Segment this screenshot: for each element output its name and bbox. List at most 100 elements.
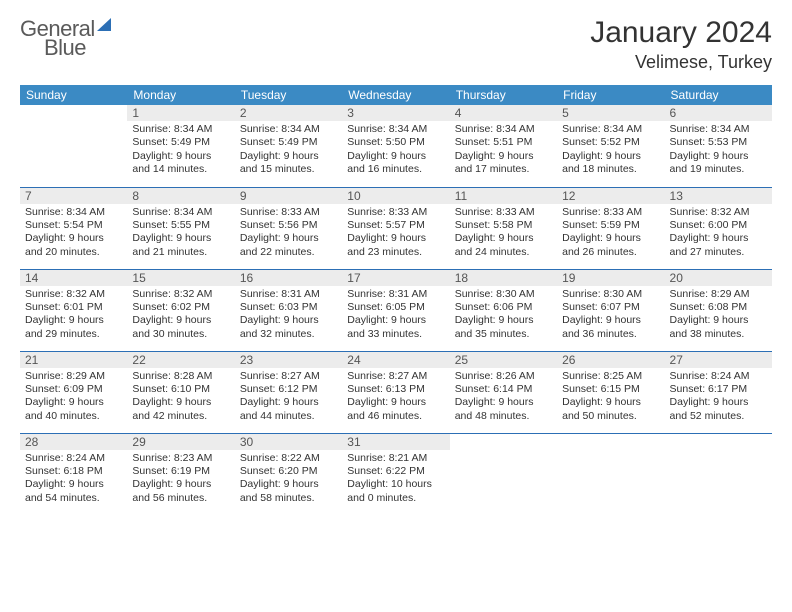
day-detail-line: Sunrise: 8:33 AM [562,206,659,219]
calendar-day-cell: 20Sunrise: 8:29 AMSunset: 6:08 PMDayligh… [665,269,772,351]
day-number: 14 [20,270,127,286]
day-detail-line: and 38 minutes. [670,328,767,341]
day-detail-line: Sunrise: 8:30 AM [562,288,659,301]
day-detail-line: and 14 minutes. [132,163,229,176]
day-details: Sunrise: 8:28 AMSunset: 6:10 PMDaylight:… [127,368,234,428]
day-details: Sunrise: 8:21 AMSunset: 6:22 PMDaylight:… [342,450,449,510]
weekday-header: Thursday [450,85,557,105]
day-detail-line: Daylight: 9 hours [562,150,659,163]
weekday-header: Tuesday [235,85,342,105]
day-detail-line: Sunset: 6:02 PM [132,301,229,314]
calendar-day-cell: 28Sunrise: 8:24 AMSunset: 6:18 PMDayligh… [20,433,127,515]
day-detail-line: and 35 minutes. [455,328,552,341]
brand-logo: General Blue [20,18,117,59]
day-details: Sunrise: 8:30 AMSunset: 6:06 PMDaylight:… [450,286,557,346]
logo-sail-icon [97,18,117,39]
calendar-week-row: 28Sunrise: 8:24 AMSunset: 6:18 PMDayligh… [20,433,772,515]
day-number: 5 [557,105,664,121]
day-detail-line: Daylight: 9 hours [25,314,122,327]
day-number: 20 [665,270,772,286]
day-detail-line: and 58 minutes. [240,492,337,505]
day-number: 28 [20,434,127,450]
day-detail-line: Sunrise: 8:29 AM [25,370,122,383]
day-details: Sunrise: 8:27 AMSunset: 6:12 PMDaylight:… [235,368,342,428]
day-details: Sunrise: 8:34 AMSunset: 5:49 PMDaylight:… [235,121,342,181]
day-number: 15 [127,270,234,286]
day-detail-line: Sunset: 6:19 PM [132,465,229,478]
day-details: Sunrise: 8:34 AMSunset: 5:53 PMDaylight:… [665,121,772,181]
calendar-day-cell: 30Sunrise: 8:22 AMSunset: 6:20 PMDayligh… [235,433,342,515]
day-detail-line: Sunrise: 8:30 AM [455,288,552,301]
day-detail-line: and 15 minutes. [240,163,337,176]
day-number: 30 [235,434,342,450]
day-detail-line: and 48 minutes. [455,410,552,423]
day-detail-line: Sunrise: 8:34 AM [132,206,229,219]
day-detail-line: Sunrise: 8:25 AM [562,370,659,383]
day-details: Sunrise: 8:34 AMSunset: 5:50 PMDaylight:… [342,121,449,181]
day-detail-line: and 16 minutes. [347,163,444,176]
day-detail-line: and 20 minutes. [25,246,122,259]
day-details: Sunrise: 8:22 AMSunset: 6:20 PMDaylight:… [235,450,342,510]
day-details: Sunrise: 8:32 AMSunset: 6:02 PMDaylight:… [127,286,234,346]
day-detail-line: Sunset: 5:56 PM [240,219,337,232]
month-title: January 2024 [590,18,772,48]
calendar-day-cell: 2Sunrise: 8:34 AMSunset: 5:49 PMDaylight… [235,105,342,187]
weekday-header: Saturday [665,85,772,105]
weekday-header: Sunday [20,85,127,105]
day-detail-line: Daylight: 9 hours [670,314,767,327]
day-detail-line: Daylight: 9 hours [240,396,337,409]
calendar-day-cell [20,105,127,187]
calendar-day-cell: 21Sunrise: 8:29 AMSunset: 6:09 PMDayligh… [20,351,127,433]
calendar-day-cell [557,433,664,515]
day-detail-line: Sunrise: 8:22 AM [240,452,337,465]
day-detail-line: Daylight: 9 hours [670,150,767,163]
day-detail-line: Sunset: 5:55 PM [132,219,229,232]
day-number: 19 [557,270,664,286]
day-detail-line: Sunrise: 8:31 AM [347,288,444,301]
day-detail-line: and 0 minutes. [347,492,444,505]
day-detail-line: and 30 minutes. [132,328,229,341]
day-detail-line: Daylight: 9 hours [670,232,767,245]
calendar-day-cell: 8Sunrise: 8:34 AMSunset: 5:55 PMDaylight… [127,187,234,269]
day-detail-line: Sunset: 6:01 PM [25,301,122,314]
day-detail-line: Daylight: 9 hours [240,314,337,327]
day-detail-line: Sunset: 6:03 PM [240,301,337,314]
day-details: Sunrise: 8:31 AMSunset: 6:03 PMDaylight:… [235,286,342,346]
calendar-day-cell: 14Sunrise: 8:32 AMSunset: 6:01 PMDayligh… [20,269,127,351]
day-details: Sunrise: 8:23 AMSunset: 6:19 PMDaylight:… [127,450,234,510]
day-detail-line: Sunset: 5:52 PM [562,136,659,149]
day-detail-line: and 42 minutes. [132,410,229,423]
day-number: 27 [665,352,772,368]
day-number: 25 [450,352,557,368]
day-detail-line: Daylight: 9 hours [240,150,337,163]
calendar-week-row: 14Sunrise: 8:32 AMSunset: 6:01 PMDayligh… [20,269,772,351]
day-detail-line: Sunrise: 8:27 AM [240,370,337,383]
day-details: Sunrise: 8:31 AMSunset: 6:05 PMDaylight:… [342,286,449,346]
day-detail-line: Sunrise: 8:27 AM [347,370,444,383]
day-detail-line: and 29 minutes. [25,328,122,341]
day-number: 4 [450,105,557,121]
calendar-page: General Blue January 2024 Velimese, Turk… [0,0,792,525]
calendar-week-row: 7Sunrise: 8:34 AMSunset: 5:54 PMDaylight… [20,187,772,269]
day-detail-line: Sunset: 6:15 PM [562,383,659,396]
calendar-day-cell: 13Sunrise: 8:32 AMSunset: 6:00 PMDayligh… [665,187,772,269]
day-detail-line: Sunrise: 8:34 AM [670,123,767,136]
day-detail-line: Daylight: 9 hours [347,150,444,163]
day-number: 21 [20,352,127,368]
day-detail-line: and 24 minutes. [455,246,552,259]
day-detail-line: Daylight: 9 hours [25,232,122,245]
day-number: 3 [342,105,449,121]
title-block: January 2024 Velimese, Turkey [590,18,772,73]
day-detail-line: Daylight: 9 hours [347,232,444,245]
day-detail-line: and 50 minutes. [562,410,659,423]
day-details: Sunrise: 8:29 AMSunset: 6:08 PMDaylight:… [665,286,772,346]
day-detail-line: and 33 minutes. [347,328,444,341]
day-details: Sunrise: 8:33 AMSunset: 5:59 PMDaylight:… [557,204,664,264]
calendar-week-row: 1Sunrise: 8:34 AMSunset: 5:49 PMDaylight… [20,105,772,187]
day-detail-line: Daylight: 9 hours [132,314,229,327]
day-detail-line: Sunrise: 8:23 AM [132,452,229,465]
calendar-table: Sunday Monday Tuesday Wednesday Thursday… [20,85,772,515]
calendar-day-cell: 12Sunrise: 8:33 AMSunset: 5:59 PMDayligh… [557,187,664,269]
day-detail-line: Sunset: 5:49 PM [240,136,337,149]
day-number: 9 [235,188,342,204]
